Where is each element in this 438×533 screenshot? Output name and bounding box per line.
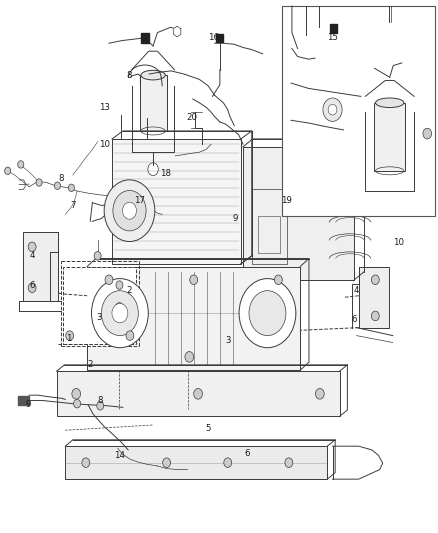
Text: 1: 1	[66, 334, 71, 343]
Circle shape	[28, 242, 36, 252]
Text: 16: 16	[208, 34, 219, 43]
Text: 8: 8	[58, 174, 64, 183]
Ellipse shape	[141, 70, 165, 80]
Circle shape	[113, 190, 146, 231]
Circle shape	[104, 180, 155, 241]
Circle shape	[249, 290, 286, 336]
Bar	[252, 189, 287, 264]
Circle shape	[74, 399, 81, 408]
Text: 6: 6	[29, 280, 35, 289]
Text: 19: 19	[281, 196, 292, 205]
Text: 4: 4	[354, 286, 359, 295]
Circle shape	[275, 275, 283, 285]
Circle shape	[97, 401, 104, 410]
Polygon shape	[216, 34, 223, 42]
Text: 5: 5	[205, 424, 211, 433]
Text: 4: 4	[29, 252, 35, 260]
Text: 14: 14	[114, 451, 125, 460]
FancyBboxPatch shape	[87, 266, 300, 370]
Polygon shape	[141, 33, 149, 43]
Circle shape	[315, 389, 324, 399]
Circle shape	[148, 163, 158, 175]
Circle shape	[105, 275, 113, 285]
Text: 9: 9	[25, 400, 31, 409]
Circle shape	[28, 283, 36, 293]
Circle shape	[323, 98, 342, 122]
Text: 7: 7	[70, 201, 75, 210]
Bar	[63, 266, 136, 344]
Circle shape	[239, 279, 296, 348]
Text: 17: 17	[134, 196, 145, 205]
Circle shape	[92, 279, 148, 348]
Bar	[140, 75, 166, 131]
Text: 8: 8	[98, 396, 103, 405]
Text: 2: 2	[127, 286, 132, 295]
Circle shape	[123, 202, 137, 219]
Bar	[57, 371, 339, 416]
Circle shape	[72, 389, 81, 399]
Bar	[359, 266, 389, 328]
Circle shape	[126, 331, 134, 341]
Bar	[283, 6, 435, 216]
Circle shape	[82, 458, 90, 467]
Text: 10: 10	[99, 140, 110, 149]
Circle shape	[36, 179, 42, 186]
Circle shape	[66, 331, 74, 341]
Polygon shape	[330, 24, 337, 33]
Text: 3: 3	[225, 336, 230, 345]
Circle shape	[185, 352, 194, 362]
Text: 10: 10	[393, 238, 404, 247]
Bar	[258, 216, 280, 253]
Circle shape	[371, 311, 379, 321]
Circle shape	[224, 458, 232, 467]
Text: 18: 18	[160, 169, 171, 178]
Text: 6: 6	[352, 315, 357, 324]
Bar	[374, 103, 406, 171]
Ellipse shape	[375, 98, 404, 108]
Polygon shape	[173, 26, 181, 37]
Circle shape	[423, 128, 431, 139]
Circle shape	[162, 458, 170, 467]
Text: 8: 8	[127, 70, 132, 79]
Circle shape	[102, 290, 138, 336]
Text: 6: 6	[245, 449, 250, 458]
Bar	[243, 147, 354, 280]
Text: 2: 2	[88, 360, 93, 369]
Circle shape	[371, 275, 379, 285]
Circle shape	[94, 252, 101, 260]
Text: 13: 13	[99, 102, 110, 111]
Text: 20: 20	[187, 113, 198, 122]
Polygon shape	[18, 396, 29, 405]
Circle shape	[115, 303, 124, 313]
Text: 3: 3	[96, 312, 102, 321]
Circle shape	[285, 458, 293, 467]
Bar	[112, 139, 241, 264]
Text: 9: 9	[233, 214, 238, 223]
Circle shape	[116, 281, 123, 289]
Circle shape	[328, 104, 337, 115]
Circle shape	[18, 161, 24, 168]
Text: 15: 15	[327, 34, 338, 43]
Circle shape	[68, 184, 74, 191]
Circle shape	[190, 275, 198, 285]
Bar	[65, 446, 327, 479]
Bar	[22, 232, 58, 301]
Circle shape	[54, 182, 60, 189]
Circle shape	[5, 167, 11, 174]
Circle shape	[112, 303, 128, 323]
Circle shape	[194, 389, 202, 399]
